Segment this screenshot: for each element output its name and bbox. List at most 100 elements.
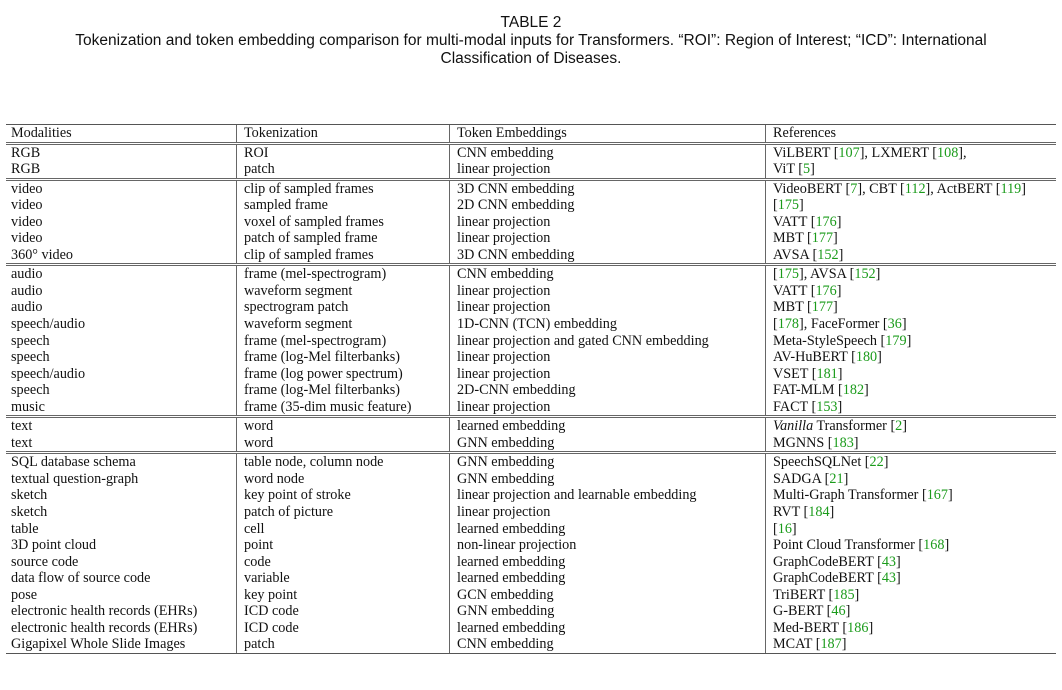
reference-link[interactable]: 179	[885, 332, 907, 349]
cell-references: Multi-Graph Transformer [167]	[765, 487, 1056, 505]
caption-text: Tokenization and token embedding compari…	[75, 32, 987, 67]
reference-link[interactable]: 16	[777, 520, 792, 537]
reference-link[interactable]: 2	[895, 418, 903, 435]
reference-link[interactable]: 21	[829, 470, 844, 487]
cell-modality: music	[11, 398, 45, 415]
reference-link[interactable]: 187	[820, 636, 842, 653]
reference-link[interactable]: 5	[803, 161, 811, 178]
row-group: text word learned embedding Vanilla Transfo…	[6, 415, 1056, 453]
cell-token-embedding: 1D-CNN (TCN) embedding	[449, 316, 766, 333]
reference-link[interactable]: 181	[816, 365, 838, 382]
cell-token-embedding: learned embedding	[449, 619, 766, 637]
reference-text: Transformer [	[813, 418, 896, 435]
reference-link[interactable]: 177	[811, 230, 834, 247]
cell-tokenization: word	[236, 434, 450, 453]
cell-token-embedding: linear projection	[449, 213, 766, 231]
table-row: speech/audio waveform segment 1D-CNN (TCN)…	[6, 316, 1056, 333]
reference-text: ]	[877, 349, 882, 366]
reference-text: ]	[799, 197, 804, 214]
cell-token-embedding: 3D CNN embedding	[449, 177, 766, 198]
reference-link[interactable]: 185	[833, 586, 855, 603]
table-row: video patch of sampled frame linear projec…	[6, 230, 1056, 247]
cell-token-embedding: GNN embedding	[449, 434, 766, 453]
cell-modality: text	[11, 434, 33, 451]
cell-modality: speech	[11, 382, 50, 399]
cell-token-embedding: CNN embedding	[449, 263, 766, 283]
cell-modality: video	[11, 213, 43, 230]
reference-text: ]	[829, 504, 835, 521]
cell-tokenization: patch	[236, 636, 450, 654]
reference-text: SADGA [	[773, 470, 830, 487]
cell-tokenization: frame (log-Mel filterbanks)	[236, 349, 450, 366]
reference-link[interactable]: 175	[777, 266, 800, 283]
cell-tokenization: variable	[236, 570, 450, 587]
cell-token-embedding: learned embedding	[449, 415, 766, 435]
cell-modality: video	[11, 197, 43, 214]
cell-tokenization: code	[236, 553, 450, 571]
reference-link[interactable]: 178	[777, 316, 800, 333]
reference-link[interactable]: 176	[815, 213, 837, 230]
cell-token-embedding: linear projection	[449, 230, 766, 247]
reference-link[interactable]: 22	[869, 454, 884, 471]
reference-text: GraphCodeBERT [	[773, 570, 882, 587]
reference-link[interactable]: 107	[838, 144, 860, 161]
cell-modality: video	[11, 230, 43, 247]
reference-link[interactable]: 184	[808, 504, 830, 521]
reference-text: ]	[833, 299, 838, 316]
reference-link[interactable]: 7	[850, 180, 858, 197]
cell-token-embedding: non-linear projection	[449, 537, 766, 554]
table-row: textual question-graph word node GNN embed…	[6, 470, 1056, 488]
cell-tokenization: word node	[236, 470, 450, 488]
table-row: RGB patch linear projection ViT [5]	[6, 161, 1056, 180]
cell-token-embedding: 2D CNN embedding	[449, 197, 766, 214]
reference-link[interactable]: 186	[847, 619, 869, 636]
reference-link[interactable]: 152	[817, 246, 839, 263]
reference-text: ]	[854, 586, 860, 603]
cell-token-embedding: GNN embedding	[449, 603, 766, 620]
reference-link[interactable]: 108	[937, 144, 959, 161]
reference-text: ], CBT [	[857, 180, 905, 197]
reference-text-italic: Vanilla	[773, 418, 814, 435]
cell-token-embedding: linear projection	[449, 349, 766, 366]
cell-tokenization: point	[236, 537, 450, 554]
reference-link[interactable]: 175	[777, 197, 800, 214]
reference-link[interactable]: 177	[811, 299, 834, 316]
reference-text: ],	[958, 144, 967, 161]
reference-link[interactable]: 153	[816, 398, 838, 415]
cell-references: FACT [153]	[765, 398, 1056, 417]
reference-link[interactable]: 152	[854, 266, 876, 283]
reference-link[interactable]: 46	[831, 603, 846, 620]
cell-token-embedding: GNN embedding	[449, 451, 766, 471]
header-row: Modalities Tokenization Token Embeddings…	[6, 124, 1056, 144]
table-row: data flow of source code variable learned …	[6, 570, 1056, 587]
reference-link[interactable]: 36	[887, 316, 902, 333]
reference-link[interactable]: 43	[881, 553, 897, 570]
cell-modality: table	[11, 520, 39, 537]
reference-link[interactable]: 182	[842, 382, 865, 399]
reference-link[interactable]: 119	[1000, 180, 1022, 197]
cell-token-embedding: linear projection	[449, 161, 766, 180]
reference-text: G-BERT [	[773, 603, 832, 620]
reference-text: TriBERT [	[773, 586, 834, 603]
table-row: text word learned embedding Vanilla Transfo…	[6, 415, 1056, 435]
cell-references: VSET [181]	[765, 365, 1056, 383]
reference-link[interactable]: 112	[904, 180, 926, 197]
reference-link[interactable]: 167	[926, 487, 948, 504]
reference-link[interactable]: 180	[855, 349, 878, 366]
reference-text: VATT [	[773, 213, 816, 230]
cell-tokenization: frame (mel-spectrogram)	[236, 332, 450, 350]
reference-link[interactable]: 168	[923, 537, 945, 554]
table-row: music frame (35-dim music feature) linear …	[6, 398, 1056, 417]
reference-link[interactable]: 183	[832, 434, 854, 451]
reference-text: ]	[906, 332, 912, 349]
comparison-table: Modalities Tokenization Token Embeddings…	[6, 124, 1056, 654]
cell-token-embedding: linear projection and gated CNN embeddin…	[449, 332, 766, 350]
table-row: video sampled frame 2D CNN embedding [175]	[6, 197, 1056, 214]
table-row: RGB ROI CNN embedding ViLBERT [107], LXMERT…	[6, 141, 1056, 162]
reference-link[interactable]: 176	[815, 282, 837, 299]
cell-token-embedding: 3D CNN embedding	[449, 246, 766, 265]
table-row: pose key point GCN embedding TriBERT [185]	[6, 586, 1056, 604]
reference-link[interactable]: 43	[881, 570, 897, 587]
reference-text: MBT [	[773, 230, 812, 247]
cell-token-embedding: CNN embedding	[449, 141, 766, 162]
